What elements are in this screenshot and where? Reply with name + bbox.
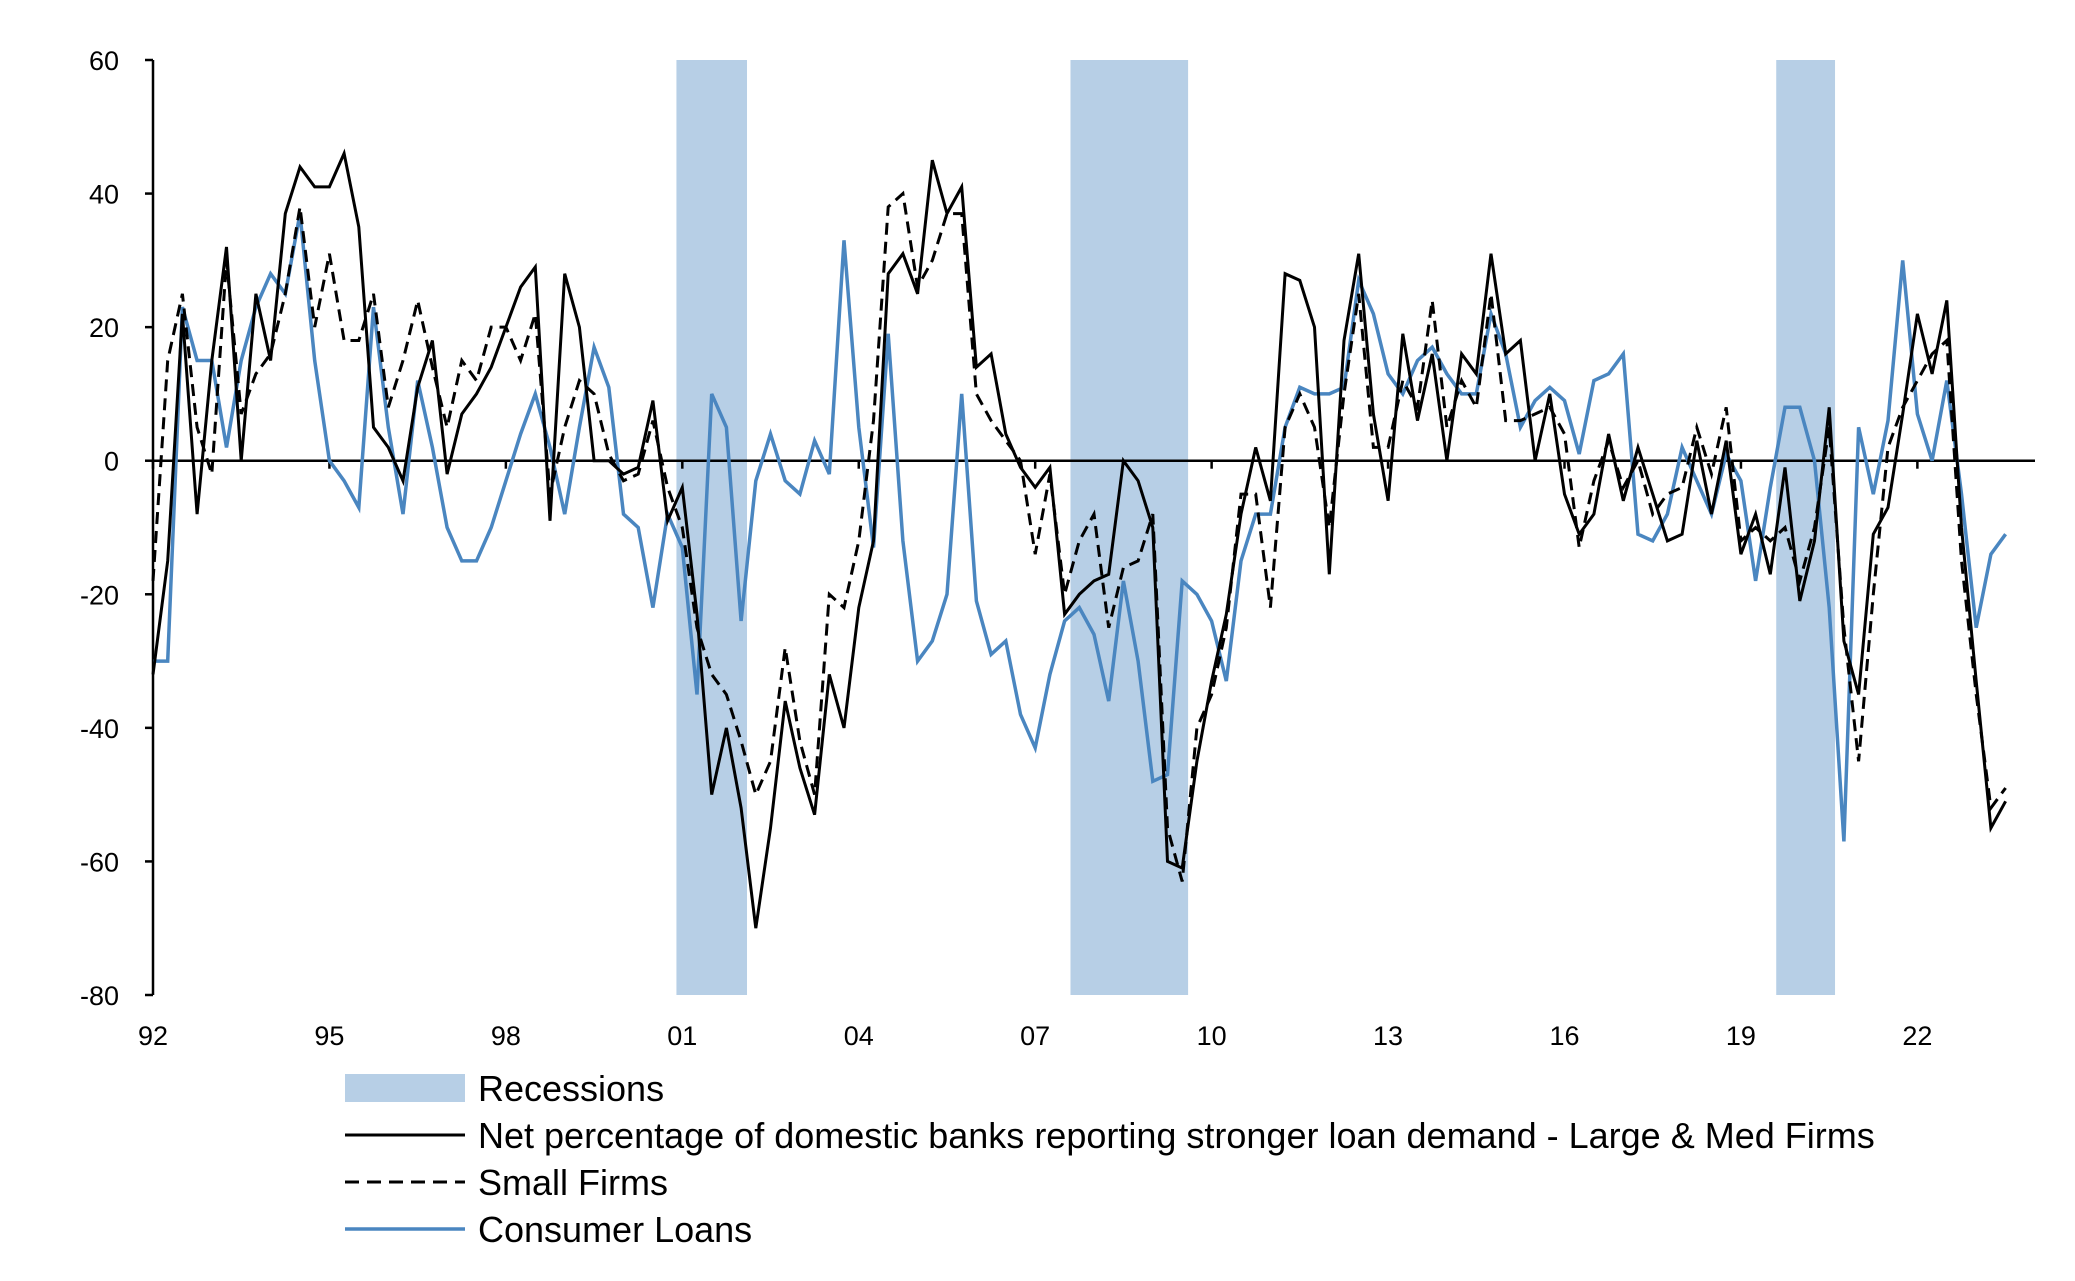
x-tick-label: 92 (138, 1021, 168, 1051)
x-tick-label: 19 (1726, 1021, 1756, 1051)
x-tick-label: 13 (1373, 1021, 1403, 1051)
x-tick-label: 95 (314, 1021, 344, 1051)
legend-label: Small Firms (478, 1162, 668, 1203)
x-tick-label: 22 (1902, 1021, 1932, 1051)
legend: Recessions Net percentage of domestic ban… (345, 1068, 1875, 1250)
y-tick-label: -80 (80, 981, 119, 1011)
series-line-consumer (153, 213, 2008, 842)
x-tick-label: 10 (1197, 1021, 1227, 1051)
y-tick-label: 60 (89, 46, 119, 76)
legend-item-large-med: Net percentage of domestic banks reporti… (345, 1115, 1875, 1156)
y-tick-label: 0 (104, 447, 119, 477)
legend-label: Consumer Loans (478, 1209, 752, 1250)
legend-label: Net percentage of domestic banks reporti… (478, 1115, 1875, 1156)
series-line-small (151, 190, 2007, 882)
legend-label: Recessions (478, 1068, 664, 1109)
series-lines (151, 148, 2008, 929)
x-tick-label: 07 (1020, 1021, 1050, 1051)
legend-swatch-recessions (345, 1074, 465, 1102)
recession-band-2007-09 (1070, 60, 1189, 995)
x-tick-label: 01 (667, 1021, 697, 1051)
recession-bands (676, 60, 1836, 995)
legend-item-recession: Recessions (345, 1068, 664, 1109)
legend-item-small: Small Firms (345, 1162, 668, 1203)
x-tick-label: 98 (491, 1021, 521, 1051)
y-tick-label: 40 (89, 180, 119, 210)
y-tick-label: -60 (80, 847, 119, 877)
x-tick-label: 04 (844, 1021, 874, 1051)
x-tick-label: 16 (1549, 1021, 1579, 1051)
y-tick-label: -20 (80, 580, 119, 610)
y-tick-label: 20 (89, 313, 119, 343)
y-tick-label: -40 (80, 714, 119, 744)
axes: 60 40 20 0 -20 -40 -60 -80 92 95 98 01 04 07 10 13 16 19 2… (80, 46, 2035, 1051)
series-line-large-med (151, 148, 2007, 929)
legend-item-consumer: Consumer Loans (345, 1209, 752, 1250)
